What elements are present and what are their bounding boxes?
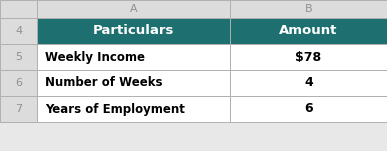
Text: B: B — [305, 4, 312, 14]
Text: 6: 6 — [15, 78, 22, 88]
Bar — [37, 0, 230, 18]
Text: Weekly Income: Weekly Income — [45, 50, 145, 64]
Bar — [0, 70, 37, 96]
Text: Particulars: Particulars — [93, 24, 174, 37]
Text: 6: 6 — [304, 103, 313, 116]
Text: Years of Employment: Years of Employment — [45, 103, 185, 116]
Bar — [37, 18, 230, 44]
Bar — [37, 70, 230, 96]
Text: A: A — [130, 4, 137, 14]
Text: 7: 7 — [15, 104, 22, 114]
Bar — [230, 70, 387, 96]
Bar — [230, 0, 387, 18]
Bar — [230, 18, 387, 44]
Bar — [0, 44, 37, 70]
Bar — [230, 44, 387, 70]
Text: 4: 4 — [304, 77, 313, 90]
Bar — [37, 96, 230, 122]
Bar — [0, 18, 37, 44]
Text: Number of Weeks: Number of Weeks — [45, 77, 163, 90]
Text: 5: 5 — [15, 52, 22, 62]
Text: 4: 4 — [15, 26, 22, 36]
Bar — [230, 96, 387, 122]
Bar — [37, 44, 230, 70]
Text: Amount: Amount — [279, 24, 338, 37]
Bar — [0, 0, 37, 18]
Bar — [0, 96, 37, 122]
Text: $78: $78 — [295, 50, 322, 64]
